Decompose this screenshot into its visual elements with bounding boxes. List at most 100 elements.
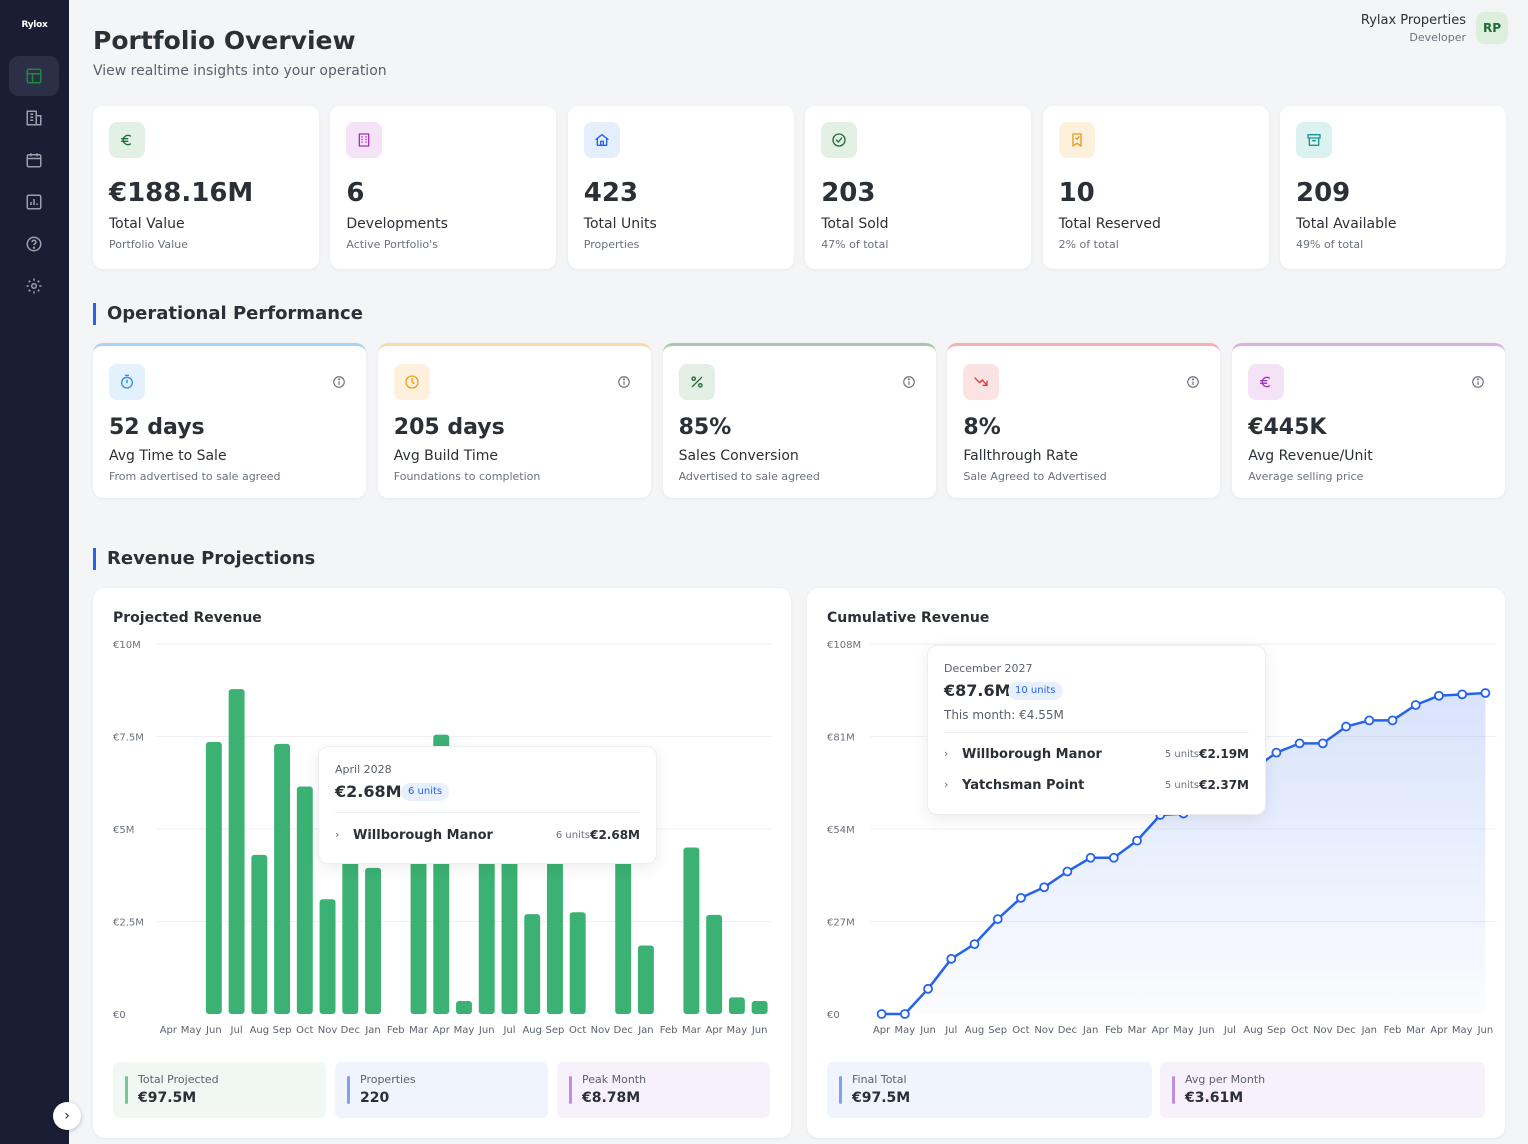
dashboard-icon[interactable] — [9, 56, 59, 96]
cumulative-point[interactable] — [1434, 690, 1444, 701]
cumulative-point[interactable] — [876, 1009, 887, 1019]
x-tick-label: Feb — [387, 1025, 405, 1036]
cumulative-point[interactable] — [1039, 882, 1050, 893]
kpi-card[interactable]: €188.16M Total Value Portfolio Value — [93, 106, 319, 269]
y-tick-label: €0 — [827, 1010, 840, 1021]
revenue-bar[interactable] — [751, 1001, 768, 1014]
tooltip-month: April 2028 — [335, 763, 392, 776]
revenue-bar[interactable] — [728, 997, 745, 1014]
x-tick-label: Oct — [296, 1025, 313, 1036]
metric-card[interactable]: 85% Sales Conversion Advertised to sale ag… — [662, 343, 936, 498]
revenue-bar[interactable] — [274, 743, 291, 1014]
cumulative-point[interactable] — [1294, 738, 1305, 749]
revenue-bar[interactable] — [637, 945, 654, 1014]
cumulative-point[interactable] — [946, 953, 957, 964]
cumulative-point[interactable] — [992, 914, 1003, 925]
revenue-bar[interactable] — [228, 689, 245, 1014]
avatar[interactable]: RP — [1476, 12, 1508, 44]
x-tick-label: Oct — [1291, 1025, 1308, 1036]
calendar-icon[interactable] — [9, 140, 59, 180]
cumulative-point[interactable] — [1364, 715, 1375, 726]
metric-card[interactable]: 205 days Avg Build Time Foundations to com… — [377, 343, 651, 498]
cumulative-point[interactable] — [1132, 835, 1142, 846]
cumulative-point[interactable] — [1410, 700, 1421, 710]
revenue-bar[interactable] — [205, 742, 222, 1014]
cumulative-point[interactable] — [969, 939, 980, 950]
user-menu[interactable]: Rylax Properties Developer RP — [1361, 12, 1508, 44]
revenue-bar[interactable] — [569, 912, 586, 1014]
tooltip-row-amount: €2.19M — [1199, 747, 1249, 761]
settings-icon[interactable] — [9, 266, 59, 306]
info-icon[interactable] — [332, 375, 346, 389]
revenue-bar[interactable] — [296, 786, 313, 1014]
revenue-bar[interactable] — [342, 843, 359, 1014]
tooltip-units-badge: 6 units — [401, 783, 450, 801]
building-icon[interactable] — [9, 98, 59, 138]
revenue-bar[interactable] — [683, 847, 700, 1015]
chevron-right-icon: › — [944, 778, 949, 791]
kpi-card[interactable]: 10 Total Reserved 2% of total — [1042, 106, 1269, 269]
clock-icon — [393, 364, 430, 400]
cumulative-revenue-title: Cumulative Revenue — [827, 610, 990, 626]
info-icon[interactable] — [1471, 375, 1485, 389]
cumulative-point[interactable] — [1062, 866, 1073, 877]
kpi-card[interactable]: 423 Total Units Properties — [567, 106, 794, 269]
x-tick-label: Apr — [1152, 1025, 1170, 1036]
projected-revenue-tooltip: April 2028 €2.68M 6 units › Willborough … — [318, 746, 657, 864]
tooltip-row-amount: €2.68M — [590, 828, 640, 842]
cumulative-point[interactable] — [1271, 747, 1282, 758]
x-tick-label: Nov — [318, 1025, 338, 1036]
euro-icon — [109, 122, 145, 158]
cumulative-point[interactable] — [1016, 892, 1026, 903]
kpi-card[interactable]: 209 Total Available 49% of total — [1280, 106, 1506, 269]
cumulative-point[interactable] — [923, 983, 933, 994]
metric-card[interactable]: 52 days Avg Time to Sale From advertised t… — [93, 343, 366, 498]
x-tick-label: Jan — [1361, 1025, 1377, 1036]
metric-card[interactable]: 8% Fallthrough Rate Sale Agreed to Adverti… — [947, 343, 1221, 498]
x-tick-label: Aug — [1243, 1025, 1263, 1036]
tooltip-row[interactable]: › Yatchsman Point 5 units €2.37M — [944, 777, 1249, 797]
metric-card[interactable]: €445K Avg Revenue/Unit Average selling pri… — [1232, 343, 1506, 498]
revenue-bar[interactable] — [251, 854, 268, 1014]
revenue-bar[interactable] — [478, 843, 495, 1014]
tooltip-row[interactable]: › Willborough Manor 6 units €2.68M — [335, 827, 640, 847]
kpi-card[interactable]: 203 Total Sold 47% of total — [805, 106, 1032, 269]
y-tick-label: €0 — [113, 1010, 126, 1021]
revenue-bar[interactable] — [456, 1001, 472, 1014]
cumulative-point[interactable] — [1317, 738, 1328, 749]
cumulative-point[interactable] — [1108, 852, 1119, 863]
kpi-card[interactable]: 6 Developments Active Portfolio's — [330, 106, 557, 269]
info-icon[interactable] — [617, 375, 631, 389]
sidebar-collapse-button[interactable]: › — [53, 1102, 81, 1130]
x-tick-label: Dec — [1058, 1025, 1077, 1036]
revenue-bar[interactable] — [547, 832, 563, 1014]
revenue-bar[interactable] — [524, 914, 541, 1014]
reports-icon[interactable] — [9, 182, 59, 222]
cumulative-point[interactable] — [899, 1009, 910, 1019]
cumulative-point[interactable] — [1085, 852, 1096, 863]
tooltip-row[interactable]: › Willborough Manor 5 units €2.19M — [944, 746, 1249, 766]
info-icon[interactable] — [1186, 375, 1200, 389]
kpi-value: 203 — [821, 178, 876, 208]
revenue-bar[interactable] — [615, 834, 632, 1014]
x-tick-label: Jun — [1477, 1025, 1494, 1036]
info-icon[interactable] — [902, 375, 916, 389]
x-tick-label: Aug — [522, 1025, 542, 1036]
tooltip-row-units: 6 units — [555, 830, 590, 841]
x-tick-label: Mar — [1406, 1025, 1426, 1036]
cumulative-point[interactable] — [1457, 689, 1468, 700]
kpi-label: Total Value — [109, 216, 185, 232]
revenue-bar[interactable] — [319, 899, 336, 1014]
help-icon[interactable] — [9, 224, 59, 264]
section-title-operational: Operational Performance — [93, 303, 363, 325]
x-tick-label: Apr — [705, 1025, 723, 1036]
revenue-bar[interactable] — [410, 829, 427, 1014]
x-tick-label: Oct — [1012, 1025, 1029, 1036]
revenue-bar[interactable] — [706, 914, 723, 1014]
metric-label: Avg Build Time — [393, 448, 499, 464]
cumulative-point[interactable] — [1387, 715, 1398, 726]
cumulative-point[interactable] — [1341, 721, 1351, 732]
revenue-bar[interactable] — [365, 867, 381, 1014]
cumulative-point[interactable] — [1480, 688, 1491, 698]
